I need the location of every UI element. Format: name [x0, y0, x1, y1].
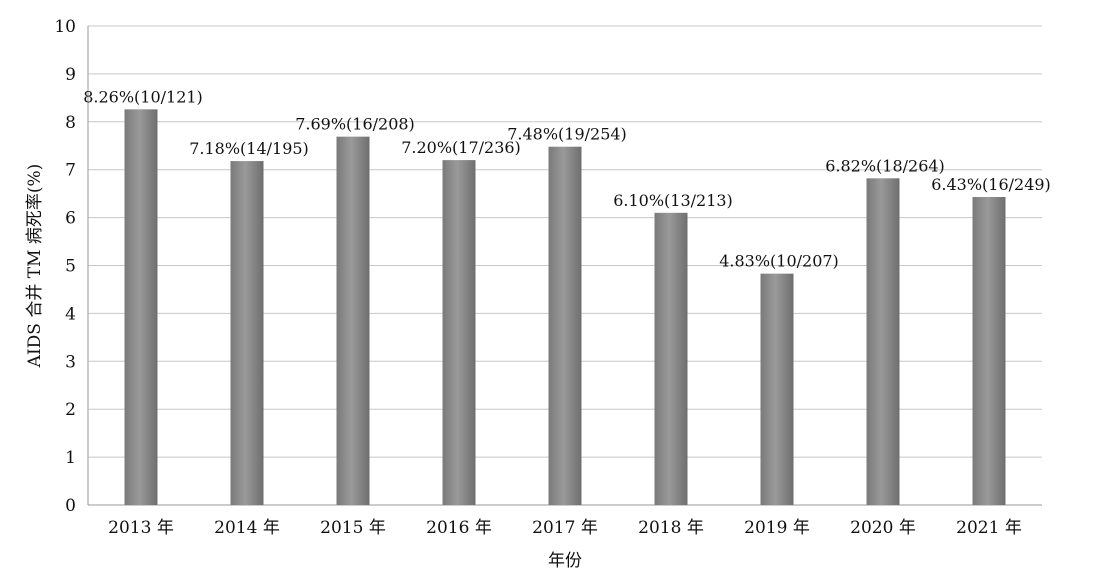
y-axis-title: AIDS 合并 TM 病死率(%) [25, 164, 45, 369]
bar [548, 146, 582, 505]
bar [336, 136, 370, 506]
bar [442, 160, 476, 505]
x-tick-label: 2016 年 [426, 518, 492, 538]
bar [124, 109, 158, 505]
x-tick-label: 2013 年 [108, 518, 174, 538]
y-tick-label: 8 [65, 113, 76, 133]
bar-data-label: 6.43%(16/249) [931, 175, 1051, 194]
x-tick-label: 2018 年 [638, 518, 704, 538]
bar [866, 178, 900, 505]
x-tick-label: 2019 年 [744, 518, 810, 538]
bar-data-label: 7.69%(16/208) [295, 115, 415, 134]
bar [760, 273, 794, 505]
y-tick-label: 5 [65, 257, 76, 277]
x-tick-label: 2015 年 [320, 518, 386, 538]
bar [654, 212, 688, 505]
x-axis-ticks: 2013 年 2014 年 2015 年 2016 年 2017 年 2018 年 2019… [108, 518, 1022, 538]
y-tick-label: 3 [65, 352, 76, 372]
bar-data-label: 4.83%(10/207) [719, 252, 839, 271]
y-tick-label: 9 [65, 65, 76, 85]
bar-data-label: 8.26%(10/121) [83, 87, 203, 106]
bar-data-label: 7.48%(19/254) [507, 125, 627, 144]
bar [230, 161, 264, 505]
data-labels: 8.26%(10/121) 7.18%(14/195) 7.69%(16/208) 7… [83, 87, 1051, 270]
y-axis-ticks: 0 1 2 3 4 5 6 7 8 9 10 [54, 17, 76, 516]
x-tick-label: 2021 年 [956, 518, 1022, 538]
y-tick-label: 1 [65, 448, 76, 468]
bar-data-label: 6.82%(18/264) [825, 156, 945, 175]
y-tick-label: 2 [65, 400, 76, 420]
bar [972, 197, 1006, 506]
y-tick-label: 4 [65, 304, 76, 324]
bar-data-label: 7.20%(17/236) [401, 138, 521, 157]
y-tick-label: 10 [54, 17, 76, 37]
bars [124, 109, 1006, 506]
x-tick-label: 2017 年 [532, 518, 598, 538]
y-tick-label: 7 [65, 161, 76, 181]
x-tick-label: 2020 年 [850, 518, 916, 538]
y-tick-label: 0 [65, 496, 76, 516]
bar-data-label: 6.10%(13/213) [613, 191, 733, 210]
y-tick-label: 6 [65, 209, 76, 229]
x-tick-label: 2014 年 [214, 518, 280, 538]
x-axis-title: 年份 [548, 551, 582, 571]
bar-data-label: 7.18%(14/195) [189, 139, 309, 158]
